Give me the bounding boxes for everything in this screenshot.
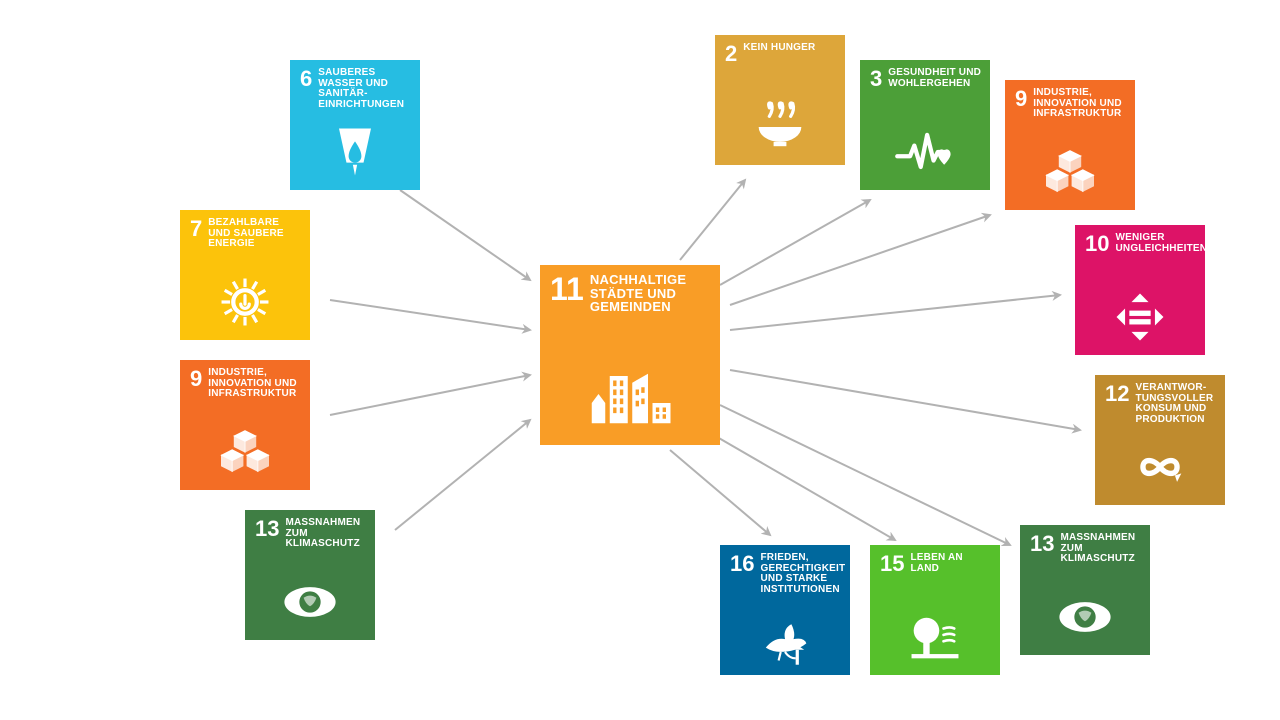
tile-number: 10 bbox=[1085, 233, 1109, 255]
arrow bbox=[720, 405, 1010, 545]
bowl-icon bbox=[715, 95, 845, 159]
tile-label: INDUSTRIE, INNOVATION UND INFRASTRUKTUR bbox=[1033, 88, 1127, 120]
sdg-tile-16: 16 FRIEDEN, GERECHTIGKEIT UND STARKE INS… bbox=[720, 545, 850, 675]
tile-label: LEBEN AN LAND bbox=[910, 553, 992, 574]
tile-number: 11 bbox=[550, 273, 584, 305]
sdg-tile-13: 13 MASSNAHMEN ZUM KLIMASCHUTZ bbox=[245, 510, 375, 640]
sdg-diagram: 6 SAUBERES WASSER UND SANITÄR-EINRICHTUN… bbox=[0, 0, 1280, 720]
sdg-tile-3: 3 GESUNDHEIT UND WOHLERGEHEN bbox=[860, 60, 990, 190]
sun-icon bbox=[180, 270, 310, 334]
tile-label: GESUNDHEIT UND WOHLERGEHEN bbox=[888, 68, 982, 89]
arrow bbox=[730, 215, 990, 305]
tile-header: 7 BEZAHLBARE UND SAUBERE ENERGIE bbox=[190, 218, 302, 250]
tile-number: 15 bbox=[880, 553, 904, 575]
sdg-tile-2: 2 KEIN HUNGER bbox=[715, 35, 845, 165]
sdg-tile-7: 7 BEZAHLBARE UND SAUBERE ENERGIE bbox=[180, 210, 310, 340]
tile-label: SAUBERES WASSER UND SANITÄR-EINRICHTUNGE… bbox=[318, 68, 412, 110]
arrow bbox=[720, 200, 870, 285]
tile-label: WENIGER UNGLEICHHEITEN bbox=[1115, 233, 1207, 254]
tile-header: 11 NACHHALTIGE STÄDTE UND GEMEINDEN bbox=[550, 273, 712, 314]
arrow bbox=[330, 375, 530, 415]
tile-header: 3 GESUNDHEIT UND WOHLERGEHEN bbox=[870, 68, 982, 90]
arrow bbox=[670, 450, 770, 535]
tile-header: 10 WENIGER UNGLEICHHEITEN bbox=[1085, 233, 1197, 255]
tile-label: MASSNAHMEN ZUM KLIMASCHUTZ bbox=[1060, 533, 1142, 565]
tile-header: 6 SAUBERES WASSER UND SANITÄR-EINRICHTUN… bbox=[300, 68, 412, 110]
sdg-tile-9: 9 INDUSTRIE, INNOVATION UND INFRASTRUKTU… bbox=[1005, 80, 1135, 210]
tile-label: NACHHALTIGE STÄDTE UND GEMEINDEN bbox=[590, 273, 712, 314]
sdg-tile-9: 9 INDUSTRIE, INNOVATION UND INFRASTRUKTU… bbox=[180, 360, 310, 490]
dove-icon bbox=[720, 605, 850, 669]
tile-label: BEZAHLBARE UND SAUBERE ENERGIE bbox=[208, 218, 302, 250]
tile-number: 2 bbox=[725, 43, 737, 65]
tile-label: VERANTWOR-TUNGSVOLLER KONSUM UND PRODUKT… bbox=[1135, 383, 1217, 425]
tile-header: 9 INDUSTRIE, INNOVATION UND INFRASTRUKTU… bbox=[1015, 88, 1127, 120]
sdg-tile-13: 13 MASSNAHMEN ZUM KLIMASCHUTZ bbox=[1020, 525, 1150, 655]
arrow bbox=[705, 430, 895, 540]
infinity-icon bbox=[1095, 435, 1225, 499]
tile-number: 3 bbox=[870, 68, 882, 90]
water-icon bbox=[290, 120, 420, 184]
tile-label: MASSNAHMEN ZUM KLIMASCHUTZ bbox=[285, 518, 367, 550]
tile-header: 9 INDUSTRIE, INNOVATION UND INFRASTRUKTU… bbox=[190, 368, 302, 400]
tile-number: 12 bbox=[1105, 383, 1129, 405]
tile-header: 13 MASSNAHMEN ZUM KLIMASCHUTZ bbox=[1030, 533, 1142, 565]
tile-header: 16 FRIEDEN, GERECHTIGKEIT UND STARKE INS… bbox=[730, 553, 842, 595]
tile-number: 6 bbox=[300, 68, 312, 90]
tile-number: 13 bbox=[1030, 533, 1054, 555]
tree-icon bbox=[870, 605, 1000, 669]
sdg-tile-15: 15 LEBEN AN LAND bbox=[870, 545, 1000, 675]
sdg-tile-12: 12 VERANTWOR-TUNGSVOLLER KONSUM UND PROD… bbox=[1095, 375, 1225, 505]
tile-label: INDUSTRIE, INNOVATION UND INFRASTRUKTUR bbox=[208, 368, 302, 400]
tile-header: 15 LEBEN AN LAND bbox=[880, 553, 992, 575]
tile-header: 2 KEIN HUNGER bbox=[725, 43, 837, 65]
tile-label: FRIEDEN, GERECHTIGKEIT UND STARKE INSTIT… bbox=[760, 553, 845, 595]
tile-header: 12 VERANTWOR-TUNGSVOLLER KONSUM UND PROD… bbox=[1105, 383, 1217, 425]
tile-number: 16 bbox=[730, 553, 754, 575]
tile-number: 9 bbox=[190, 368, 202, 390]
health-icon bbox=[860, 120, 990, 184]
arrow bbox=[400, 190, 530, 280]
arrow bbox=[330, 300, 530, 330]
sdg-tile-11: 11 NACHHALTIGE STÄDTE UND GEMEINDEN bbox=[540, 265, 720, 445]
tile-number: 9 bbox=[1015, 88, 1027, 110]
tile-header: 13 MASSNAHMEN ZUM KLIMASCHUTZ bbox=[255, 518, 367, 550]
eye-icon bbox=[245, 570, 375, 634]
sdg-tile-6: 6 SAUBERES WASSER UND SANITÄR-EINRICHTUN… bbox=[290, 60, 420, 190]
cubes-icon bbox=[180, 420, 310, 484]
tile-label: KEIN HUNGER bbox=[743, 43, 815, 54]
tile-number: 7 bbox=[190, 218, 202, 240]
arrow bbox=[395, 420, 530, 530]
arrow bbox=[730, 295, 1060, 330]
cubes-icon bbox=[1005, 140, 1135, 204]
sdg-tile-10: 10 WENIGER UNGLEICHHEITEN bbox=[1075, 225, 1205, 355]
equal-icon bbox=[1075, 285, 1205, 349]
arrow bbox=[730, 370, 1080, 430]
city-icon bbox=[540, 349, 720, 439]
arrow bbox=[680, 180, 745, 260]
tile-number: 13 bbox=[255, 518, 279, 540]
eye-icon bbox=[1020, 585, 1150, 649]
